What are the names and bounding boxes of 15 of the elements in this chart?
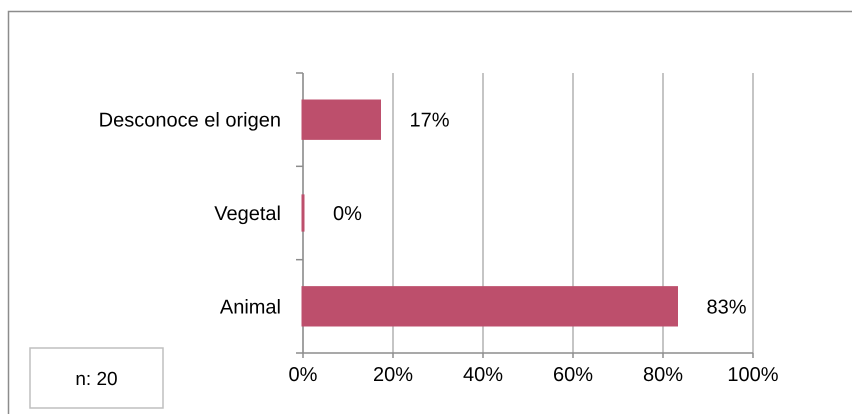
y-tick-label: Desconoce el origen — [98, 110, 281, 132]
x-tick-label: 0% — [288, 364, 318, 386]
x-tick-label: 60% — [552, 364, 594, 386]
data-label: 0% — [333, 203, 362, 225]
bar — [302, 286, 678, 326]
x-tick-label: 40% — [462, 364, 504, 386]
data-label: 83% — [706, 296, 747, 318]
y-tick-label: Animal — [220, 296, 281, 318]
data-label: 17% — [410, 110, 450, 132]
x-tick-label: 80% — [642, 364, 684, 386]
bar — [302, 100, 381, 140]
y-tick-label: Vegetal — [214, 203, 281, 225]
x-tick-label: 20% — [372, 364, 414, 386]
x-tick-label: 100% — [727, 364, 779, 386]
text: n: 20 — [75, 369, 118, 390]
